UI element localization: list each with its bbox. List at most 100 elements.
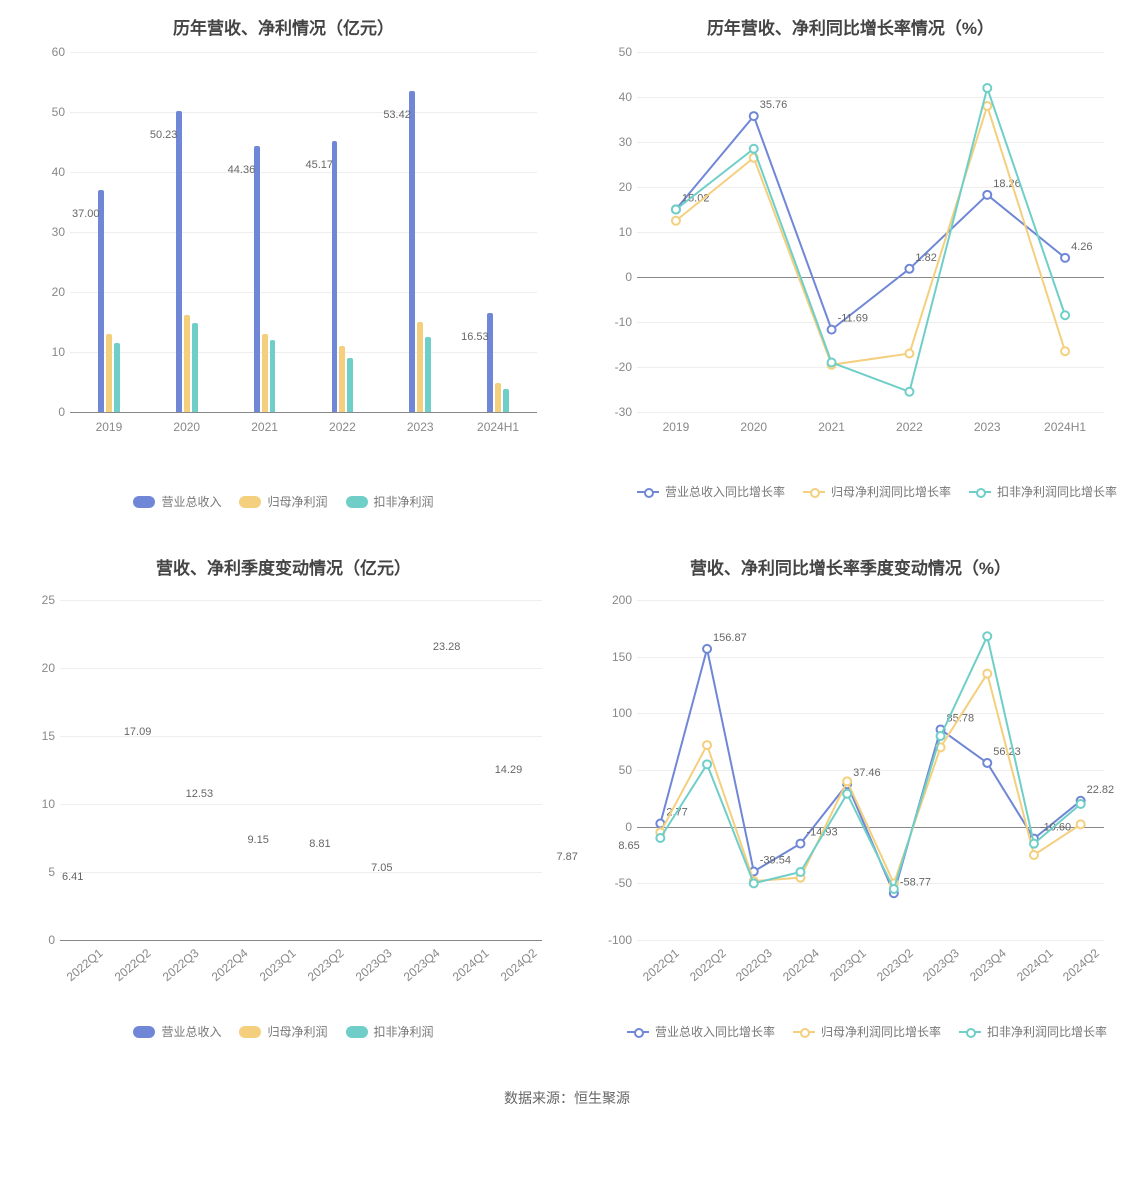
legend-item: 营业总收入同比增长率 xyxy=(627,1023,775,1040)
line-point xyxy=(750,112,758,120)
y-tick: 0 xyxy=(10,933,55,947)
x-label: 2022Q3 xyxy=(732,945,777,986)
bar xyxy=(98,190,104,412)
line-point xyxy=(796,868,804,876)
legend-item: 营业总收入同比增长率 xyxy=(637,483,785,500)
bar xyxy=(332,141,338,412)
y-tick: 10 xyxy=(587,225,632,239)
legend-label: 扣非净利润 xyxy=(374,493,434,510)
bar xyxy=(114,343,120,412)
x-label: 2022Q4 xyxy=(206,944,252,986)
y-tick: 100 xyxy=(587,706,632,720)
y-tick: 50 xyxy=(587,763,632,777)
x-label: 2023Q3 xyxy=(351,944,397,986)
x-label: 2020 xyxy=(715,420,793,434)
x-label: 2023Q3 xyxy=(919,945,964,986)
y-tick: -10 xyxy=(587,315,632,329)
y-tick: 40 xyxy=(587,90,632,104)
legend-line-icon xyxy=(627,1027,649,1037)
point-label: 18.26 xyxy=(993,178,1021,190)
panel-quarterly-line: 营收、净利同比增长率季度变动情况（%） -100-500501001502002… xyxy=(567,540,1134,1070)
line-point xyxy=(983,759,991,767)
line-point xyxy=(905,350,913,358)
x-label: 2021 xyxy=(226,420,304,434)
x-label: 2023 xyxy=(948,420,1026,434)
point-label: -39.54 xyxy=(760,854,791,866)
line-point xyxy=(843,790,851,798)
x-label: 2024Q1 xyxy=(1012,945,1057,986)
bar-value-label: 7.05 xyxy=(369,862,431,874)
y-tick: 20 xyxy=(10,661,55,675)
legend-item: 扣非净利润同比增长率 xyxy=(969,483,1117,500)
dashboard: 历年营收、净利情况（亿元） 01020304050602019202020212… xyxy=(0,0,1134,1132)
bar xyxy=(192,323,198,412)
line-point xyxy=(656,834,664,842)
x-label: 2024H1 xyxy=(459,420,537,434)
legend-label: 扣非净利润 xyxy=(374,1023,434,1040)
legend-line-icon xyxy=(637,487,659,497)
y-tick: -30 xyxy=(587,405,632,419)
panel-annual-bar: 历年营收、净利情况（亿元） 01020304050602019202020212… xyxy=(0,0,567,540)
y-tick: 200 xyxy=(587,593,632,607)
x-label: 2022Q1 xyxy=(639,945,684,986)
bar-value-label: 23.28 xyxy=(431,641,493,653)
bar-value-label: 12.53 xyxy=(184,788,246,800)
y-tick: 20 xyxy=(587,180,632,194)
chart1-area: 0102030405060201920202021202220232024H13… xyxy=(70,52,537,412)
y-tick: 150 xyxy=(587,650,632,664)
bar-value-label: 6.41 xyxy=(60,871,122,883)
line-series xyxy=(676,88,1065,392)
legend-item: 营业总收入 xyxy=(133,1023,221,1040)
y-tick: -100 xyxy=(587,933,632,947)
legend-label: 营业总收入同比增长率 xyxy=(655,1023,775,1040)
bar-value-label: 8.81 xyxy=(307,838,369,850)
bar-value-label: 53.42 xyxy=(381,109,459,121)
chart3-legend: 营业总收入 归母净利润 扣非净利润 xyxy=(0,1023,567,1040)
x-label: 2022Q2 xyxy=(685,945,730,986)
y-tick: 40 xyxy=(20,165,65,179)
line-point xyxy=(905,265,913,273)
x-label: 2023Q4 xyxy=(399,944,445,986)
row-1: 历年营收、净利情况（亿元） 01020304050602019202020212… xyxy=(0,0,1134,540)
point-label: -10.60 xyxy=(1040,822,1071,834)
legend-item: 归母净利润 xyxy=(239,1023,327,1040)
x-label: 2022Q3 xyxy=(158,944,204,986)
x-label: 2024H1 xyxy=(1026,420,1104,434)
y-tick: 50 xyxy=(587,45,632,59)
legend-item: 归母净利润同比增长率 xyxy=(793,1023,941,1040)
point-label: 1.82 xyxy=(915,252,936,264)
chart2-legend: 营业总收入同比增长率归母净利润同比增长率扣非净利润同比增长率 xyxy=(567,483,1134,500)
line-point xyxy=(796,840,804,848)
panel-annual-line: 历年营收、净利同比增长率情况（%） -30-20-100102030405020… xyxy=(567,0,1134,540)
x-label: 2022Q4 xyxy=(779,945,824,986)
y-tick: 25 xyxy=(10,593,55,607)
x-label: 2022 xyxy=(870,420,948,434)
bar xyxy=(270,340,276,412)
legend-swatch-icon xyxy=(346,496,368,508)
legend-swatch-icon xyxy=(239,496,261,508)
y-tick: -20 xyxy=(587,360,632,374)
legend-item: 营业总收入 xyxy=(133,493,221,510)
legend-item: 扣非净利润 xyxy=(346,1023,434,1040)
line-point xyxy=(1077,820,1085,828)
x-label: 2021 xyxy=(793,420,871,434)
legend-label: 归母净利润同比增长率 xyxy=(821,1023,941,1040)
bar xyxy=(409,91,415,412)
line-point xyxy=(703,760,711,768)
chart3-area: 05101520252022Q12022Q22022Q32022Q42023Q1… xyxy=(60,600,542,940)
bar xyxy=(417,322,423,412)
legend-item: 归母净利润 xyxy=(239,493,327,510)
chart4-area: -100-500501001502002022Q12022Q22022Q3202… xyxy=(637,600,1104,940)
x-label: 2022Q1 xyxy=(62,944,108,986)
y-tick: 5 xyxy=(10,865,55,879)
line-point xyxy=(672,206,680,214)
x-label: 2020 xyxy=(148,420,226,434)
bar-value-label: 17.09 xyxy=(122,726,184,738)
chart3-title: 营收、净利季度变动情况（亿元） xyxy=(0,540,567,589)
point-label: 22.82 xyxy=(1087,784,1115,796)
x-label: 2022Q2 xyxy=(110,944,156,986)
x-label: 2023Q4 xyxy=(965,945,1010,986)
x-label: 2023Q2 xyxy=(303,944,349,986)
x-label: 2023Q1 xyxy=(254,944,300,986)
legend-line-icon xyxy=(969,487,991,497)
